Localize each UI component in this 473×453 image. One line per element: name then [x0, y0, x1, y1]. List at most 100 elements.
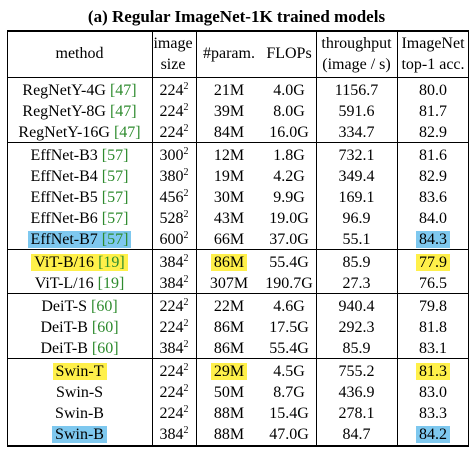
flops-value: 4.0G	[273, 82, 305, 99]
citation-link[interactable]: [19]	[97, 275, 125, 292]
cell-method: Swin-T	[7, 361, 152, 382]
cell-acc: 81.3	[397, 361, 469, 382]
cell-acc: 79.8	[397, 296, 469, 317]
citation-link[interactable]: [60]	[91, 340, 119, 357]
cell-throughput: 334.7	[316, 122, 397, 143]
cell-params: 86M	[196, 317, 262, 338]
throughput-value: 96.9	[342, 210, 371, 227]
method-name: EffNet-B5	[30, 189, 98, 206]
cell-acc: 84.0	[397, 208, 469, 229]
params-value: 86M	[213, 340, 245, 357]
throughput-value: 169.1	[338, 189, 375, 206]
params-value: 39M	[213, 103, 245, 120]
params-value: 12M	[213, 147, 245, 164]
cell-res: 3842	[152, 252, 196, 273]
flops-value: 16.0G	[269, 124, 309, 141]
superscript: 2	[183, 253, 189, 264]
column-divider	[397, 32, 398, 447]
citation-link[interactable]: [47]	[109, 103, 137, 120]
resolution-value: 5282	[159, 209, 189, 228]
cell-flops: 16.0G	[262, 122, 316, 143]
cell-method: ViT-L/16 [19]	[7, 273, 152, 294]
cell-method: RegNetY-4G [47]	[7, 80, 152, 101]
cell-acc: 77.9	[397, 252, 469, 273]
cell-throughput: 84.7	[316, 424, 397, 445]
method-name: RegNetY-16G	[18, 124, 110, 141]
method-name: EffNet-B6	[30, 210, 98, 227]
acc-value: 84.0	[419, 210, 447, 227]
cell-res: 2242	[152, 80, 196, 101]
cell-throughput: 278.1	[316, 403, 397, 424]
cell-flops: 9.9G	[262, 187, 316, 208]
citation-link[interactable]: [47]	[109, 82, 137, 99]
header-method: method	[55, 45, 104, 62]
citation-link[interactable]: [57]	[101, 168, 129, 185]
throughput-value: 55.1	[342, 231, 371, 248]
cell-acc: 83.6	[397, 187, 469, 208]
cell-throughput: 940.4	[316, 296, 397, 317]
cell-method: Swin-B	[7, 403, 152, 424]
acc-value: 83.3	[419, 405, 447, 422]
params-value: 50M	[213, 384, 245, 401]
cell-res: 2242	[152, 122, 196, 143]
cell-method: Swin-B	[7, 424, 152, 445]
cell-res: 3842	[152, 338, 196, 359]
superscript: 2	[183, 383, 189, 394]
cell-acc: 81.7	[397, 101, 469, 122]
superscript: 2	[183, 274, 189, 285]
table-border	[468, 30, 469, 447]
superscript: 2	[183, 362, 189, 373]
cell-flops: 15.4G	[262, 403, 316, 424]
citation-link[interactable]: [57]	[101, 147, 129, 164]
cell-flops: 4.5G	[262, 361, 316, 382]
cell-method: EffNet-B4 [57]	[7, 166, 152, 187]
method-name: Swin-S	[55, 384, 104, 401]
method-name: ViT-B/16	[34, 254, 95, 271]
throughput-value: 278.1	[338, 405, 375, 422]
flops-value: 37.0G	[269, 231, 309, 248]
acc-value: 79.8	[419, 298, 447, 315]
citation-link[interactable]: [60]	[91, 319, 119, 336]
flops-value: 190.7G	[265, 275, 313, 292]
citation-link[interactable]: [57]	[101, 231, 129, 248]
cell-res: 3842	[152, 424, 196, 445]
flops-value: 19.0G	[269, 210, 309, 227]
throughput-value: 436.9	[338, 384, 375, 401]
cell-flops: 4.0G	[262, 80, 316, 101]
params-value: 86M	[213, 319, 245, 336]
cell-res: 2242	[152, 101, 196, 122]
cell-params: 307M	[196, 273, 262, 294]
citation-link[interactable]: [47]	[113, 124, 141, 141]
superscript: 2	[183, 102, 189, 113]
cell-flops: 1.8G	[262, 145, 316, 166]
citation-link[interactable]: [57]	[101, 189, 129, 206]
cell-res: 4562	[152, 187, 196, 208]
cell-method: RegNetY-16G [47]	[7, 122, 152, 143]
cell-flops: 19.0G	[262, 208, 316, 229]
header-flops: FLOPs	[266, 45, 312, 62]
cell-acc: 84.2	[397, 424, 469, 445]
params-value: 84M	[213, 124, 245, 141]
cell-acc: 84.3	[397, 229, 469, 250]
cell-acc: 83.0	[397, 382, 469, 403]
citation-link[interactable]: [19]	[98, 254, 125, 271]
params-value: 22M	[213, 298, 245, 315]
cell-res: 3842	[152, 273, 196, 294]
method-name: Swin-T	[55, 363, 104, 380]
throughput-value: 940.4	[338, 298, 375, 315]
cell-params: 39M	[196, 101, 262, 122]
cell-throughput: 85.9	[316, 338, 397, 359]
flops-value: 17.5G	[269, 319, 309, 336]
cell-throughput: 85.9	[316, 252, 397, 273]
cell-flops: 8.7G	[262, 382, 316, 403]
method-name: ViT-L/16	[34, 275, 94, 292]
citation-link[interactable]: [57]	[101, 210, 129, 227]
cell-params: 30M	[196, 187, 262, 208]
acc-value: 81.6	[419, 147, 447, 164]
flops-value: 4.5G	[273, 363, 305, 380]
citation-link[interactable]: [60]	[90, 298, 118, 315]
cell-res: 2242	[152, 361, 196, 382]
acc-value: 83.0	[419, 384, 447, 401]
superscript: 2	[183, 425, 189, 436]
cell-method: RegNetY-8G [47]	[7, 101, 152, 122]
